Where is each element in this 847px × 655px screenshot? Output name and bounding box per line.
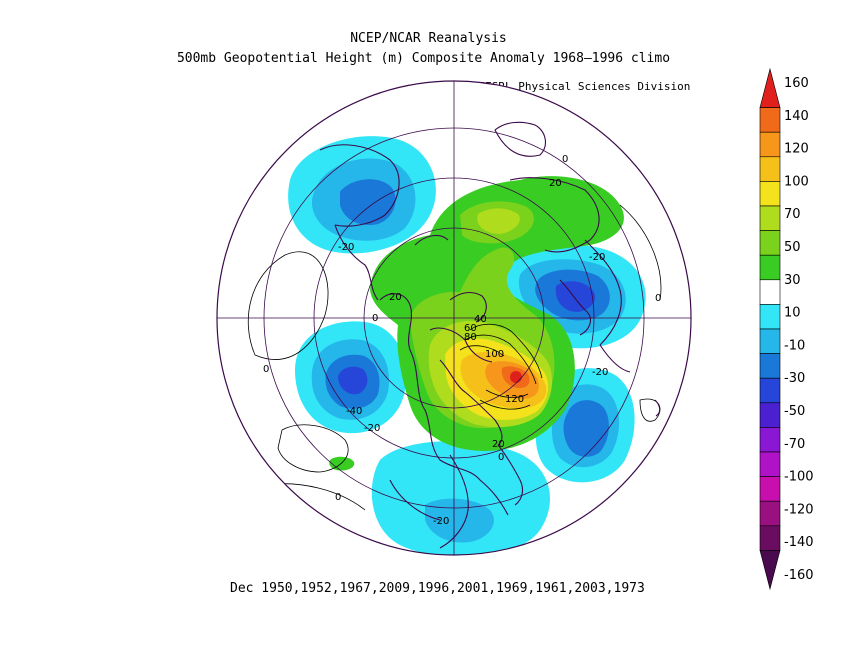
coastlines xyxy=(319,121,661,549)
colorbar-swatch xyxy=(759,230,781,256)
contour-label: 0 xyxy=(372,313,378,324)
colorbar-tick-label: -70 xyxy=(784,437,805,452)
contour-label: 40 xyxy=(474,314,487,325)
contour-label: 0 xyxy=(655,293,661,304)
colorbar-tick-label: 50 xyxy=(784,240,801,255)
colorbar-labels: 160 140 120 100 70 50 30 10 -10 -30 -50 -70 -100 -120… xyxy=(784,76,814,583)
colorbar-swatch xyxy=(759,254,781,281)
title-line-2: 500mb Geopotential Height (m) Composite … xyxy=(176,51,671,66)
contour-label: 80 xyxy=(464,332,477,343)
colorbar-swatch xyxy=(759,67,781,108)
contour-label: 0 xyxy=(562,154,568,165)
colorbar-swatch xyxy=(759,525,781,551)
colorbar-tick-label: 140 xyxy=(784,109,809,124)
colorbar-tick-label: 100 xyxy=(784,174,809,189)
colorbar-tick-label: -30 xyxy=(784,371,805,386)
colorbar-swatch xyxy=(759,304,781,330)
contour-label: 20 xyxy=(492,439,505,450)
colorbar-tick-label: 120 xyxy=(784,142,809,157)
colorbar-swatch xyxy=(759,402,781,428)
contour-label: 20 xyxy=(549,178,562,189)
colorbar-tick-label: -120 xyxy=(784,502,814,517)
colorbar-swatch xyxy=(759,476,781,502)
colorbar-swatch xyxy=(759,550,781,591)
negative-anomaly-pacific xyxy=(295,321,406,434)
contour-label: -20 xyxy=(592,367,608,378)
shade-neg70 xyxy=(338,366,368,395)
colorbar-swatch xyxy=(759,427,781,453)
colorbar-swatch xyxy=(759,328,781,354)
contour-label: -20 xyxy=(364,423,380,434)
colorbar-swatches xyxy=(759,67,781,591)
contour-label: -40 xyxy=(346,406,362,417)
colorbar-swatch xyxy=(759,377,781,404)
colorbar-swatch xyxy=(759,279,781,305)
colorbar-tick-label: 10 xyxy=(784,306,801,321)
colorbar-swatch xyxy=(759,181,781,207)
shade-neg70 xyxy=(555,281,596,312)
colorbar-swatch xyxy=(759,131,781,158)
contour-label: 0 xyxy=(335,492,341,503)
anomaly-field xyxy=(217,81,691,555)
contour-label: 100 xyxy=(485,349,504,360)
colorbar-swatch xyxy=(759,353,781,379)
shade-neg30 xyxy=(425,498,494,543)
contour-lines xyxy=(247,204,662,511)
shade-neg50 xyxy=(340,179,396,226)
colorbar-tick-label: -100 xyxy=(784,470,814,485)
negative-anomaly-nw xyxy=(288,136,436,254)
colorbar-swatch xyxy=(759,156,781,182)
title-line-1: NCEP/NCAR Reanalysis xyxy=(350,31,507,46)
contour-labels: 20 -20 20 0 -20 0 -40 -20 40 60 80 100 1… xyxy=(263,154,661,527)
contour-label: 0 xyxy=(263,364,269,375)
contour-label: 120 xyxy=(505,394,524,405)
positive-patch-sw xyxy=(329,456,355,471)
colorbar-tick-label: 70 xyxy=(784,207,801,222)
colorbar-tick-label: -50 xyxy=(784,404,805,419)
colorbar-tick-label: -160 xyxy=(784,568,814,583)
contour-label: 60 xyxy=(464,323,477,334)
colorbar-tick-label: 30 xyxy=(784,273,801,288)
colorbar-swatch xyxy=(759,205,781,231)
contour-label: -20 xyxy=(338,242,354,253)
contour-label: -20 xyxy=(589,252,605,263)
composite-years-caption: Dec 1950,1952,1967,2009,1996,2001,1969,1… xyxy=(230,581,645,596)
colorbar-swatch xyxy=(759,451,781,477)
colorbar-tick-label: -10 xyxy=(784,338,805,353)
colorbar-tick-label: -140 xyxy=(784,535,814,550)
globe-outline xyxy=(216,80,692,556)
colorbar-tick-label: 160 xyxy=(784,76,809,91)
contour-label: -20 xyxy=(433,516,449,527)
negative-anomaly-usa xyxy=(371,441,550,555)
contour-label: 0 xyxy=(498,452,504,463)
colorbar-swatch xyxy=(759,500,781,527)
shade-neg10 xyxy=(371,441,550,555)
graticule xyxy=(217,81,691,555)
colorbar-swatch xyxy=(759,107,781,133)
contour-label: 20 xyxy=(389,292,402,303)
positive-anomaly-main xyxy=(370,176,624,451)
shade-pos50-north xyxy=(477,208,520,234)
